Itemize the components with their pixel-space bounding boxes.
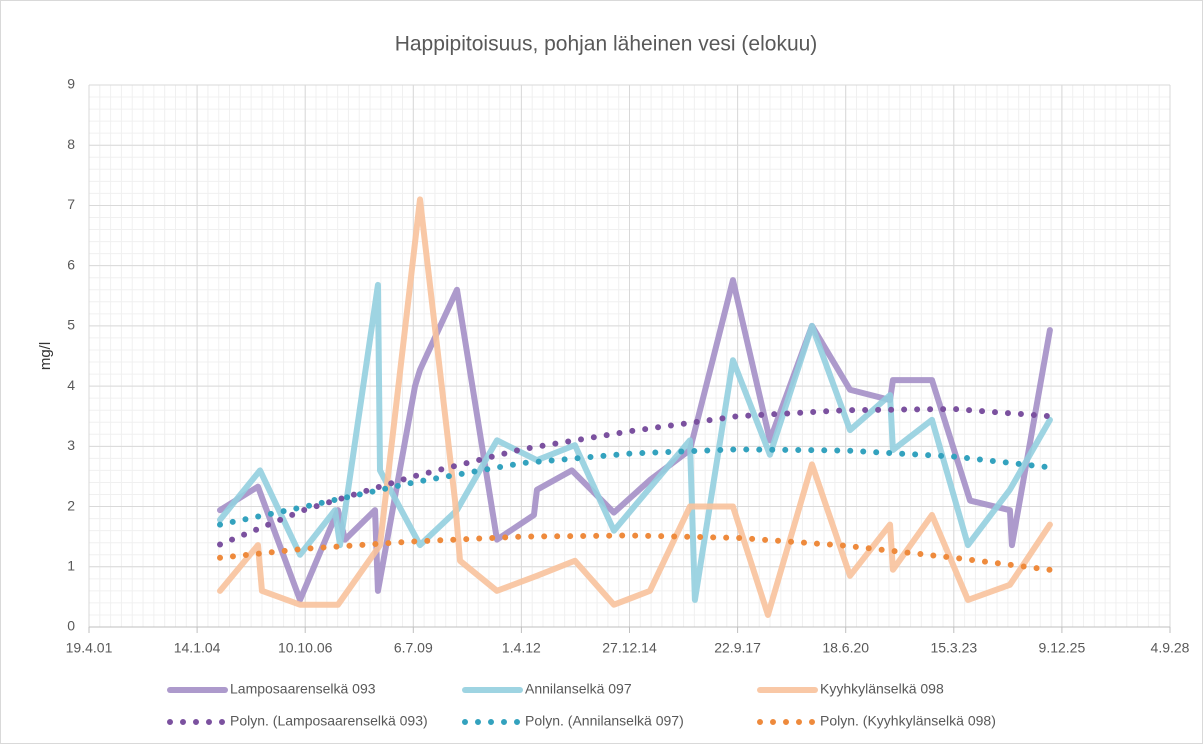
chart-title: Happipitoisuus, pohjan läheinen vesi (el… xyxy=(395,33,818,56)
x-tick-label: 18.6.20 xyxy=(822,640,869,656)
x-tick-label: 1.4.12 xyxy=(502,640,541,656)
y-tick-label: 1 xyxy=(67,557,75,573)
y-tick-label: 5 xyxy=(67,317,75,333)
x-tick-label: 9.12.25 xyxy=(1039,640,1086,656)
y-tick-label: 8 xyxy=(67,136,75,152)
series-line xyxy=(217,532,1053,573)
y-tick-label: 7 xyxy=(67,196,75,212)
legend-label: Polyn. (Annilanselkä 097) xyxy=(525,713,684,729)
x-tick-label: 19.4.01 xyxy=(66,640,113,656)
legend-label: Lamposaarenselkä 093 xyxy=(230,681,376,697)
y-tick-label: 3 xyxy=(67,437,75,453)
y-tick-label: 9 xyxy=(67,76,75,92)
legend-label: Kyyhkylänselkä 098 xyxy=(820,681,944,697)
legend-label: Polyn. (Kyyhkylänselkä 098) xyxy=(820,713,996,729)
series-line xyxy=(217,281,1053,603)
series-line xyxy=(217,446,1053,528)
y-tick-label: 4 xyxy=(67,377,75,393)
x-tick-label: 14.1.04 xyxy=(174,640,221,656)
x-tick-label: 15.3.23 xyxy=(930,640,977,656)
x-tick-label: 10.10.06 xyxy=(278,640,333,656)
series-line xyxy=(217,405,1053,548)
y-tick-label: 0 xyxy=(67,618,75,634)
legend-label: Annilanselkä 097 xyxy=(525,681,632,697)
x-tick-label: 6.7.09 xyxy=(394,640,433,656)
legend-label: Polyn. (Lamposaarenselkä 093) xyxy=(230,713,428,729)
y-axis-label: mg/l xyxy=(37,342,54,370)
y-tick-label: 6 xyxy=(67,256,75,272)
series-line xyxy=(217,196,1053,618)
x-tick-label: 27.12.14 xyxy=(602,640,657,656)
x-tick-label: 4.9.28 xyxy=(1151,640,1190,656)
y-tick-label: 2 xyxy=(67,497,75,513)
x-tick-label: 22.9.17 xyxy=(714,640,761,656)
